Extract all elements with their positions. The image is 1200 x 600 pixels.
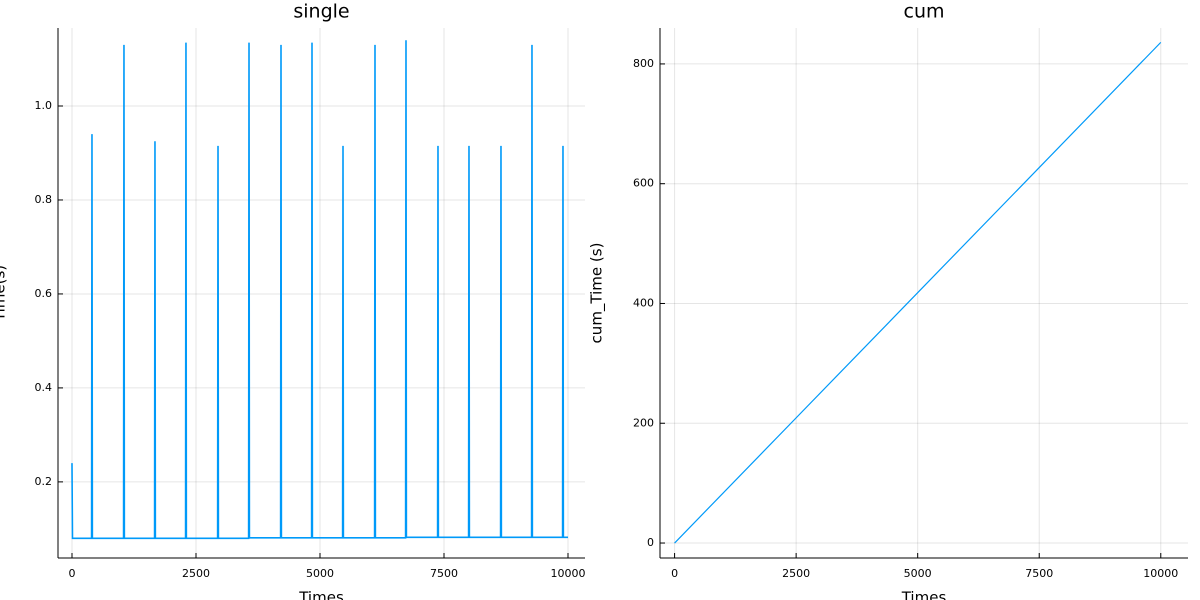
y-tick-label: 600 [633,177,654,190]
line [674,41,1162,544]
x-tick-label: 0 [671,567,678,580]
x-tick-label: 0 [68,567,75,580]
x-tick-label: 10000 [550,567,585,580]
x-axis-label: Times [298,589,344,600]
y-tick-label: 0.2 [35,475,53,488]
x-tick-label: 7500 [1025,567,1053,580]
x-tick-label: 2500 [782,567,810,580]
x-tick-label: 2500 [182,567,210,580]
line [71,40,568,540]
y-axis-label: cum_Time (s) [588,243,607,344]
y-tick-label: 0 [647,536,654,549]
x-axis-label: Times [901,589,947,600]
x-tick-label: 5000 [306,567,334,580]
chart-title: single [293,1,349,23]
chart-title: cum [904,1,945,23]
y-tick-label: 0.6 [35,287,53,300]
y-tick-label: 800 [633,57,654,70]
y-tick-label: 1.0 [35,99,53,112]
y-axis-label: Time(s) [0,265,9,322]
x-tick-label: 5000 [904,567,932,580]
y-tick-label: 0.4 [35,381,53,394]
x-tick-label: 10000 [1143,567,1178,580]
y-tick-label: 0.8 [35,193,53,206]
x-tick-label: 7500 [430,567,458,580]
y-tick-label: 200 [633,416,654,429]
y-tick-label: 400 [633,296,654,309]
